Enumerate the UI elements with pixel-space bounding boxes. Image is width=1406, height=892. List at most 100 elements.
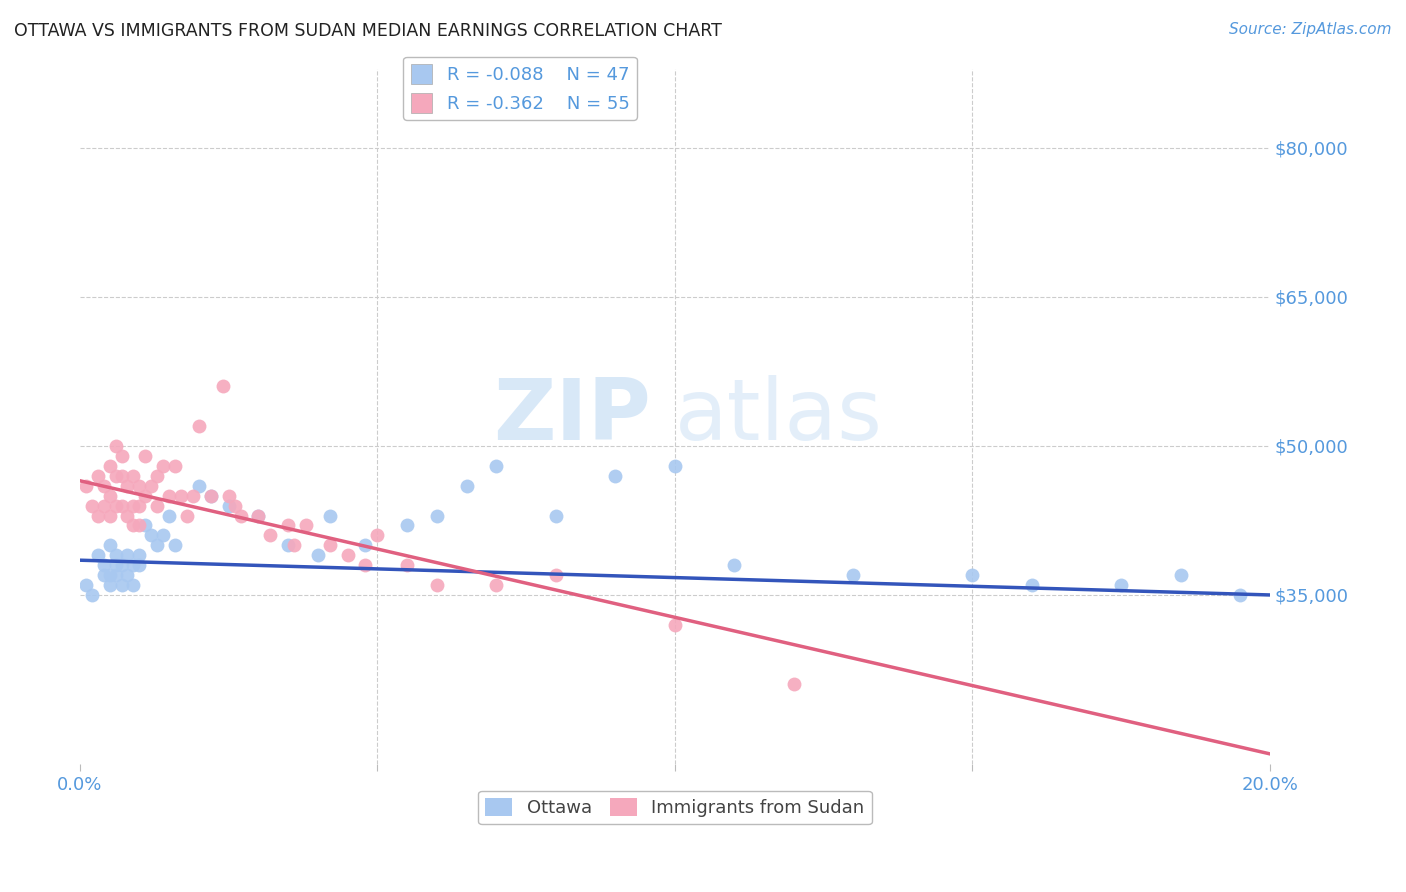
Point	[80, 588, 103, 602]
Point	[165, 538, 187, 552]
Point	[80, 499, 103, 513]
Point	[152, 528, 174, 542]
Text: ZIP: ZIP	[494, 375, 651, 458]
Point	[75, 479, 97, 493]
Point	[366, 528, 388, 542]
Point	[104, 468, 127, 483]
Point	[98, 489, 121, 503]
Point	[98, 538, 121, 552]
Point	[283, 538, 305, 552]
Point	[87, 468, 110, 483]
Point	[456, 479, 478, 493]
Point	[110, 578, 132, 592]
Point	[141, 528, 163, 542]
Point	[165, 458, 187, 473]
Point	[128, 499, 150, 513]
Point	[544, 568, 567, 582]
Point	[157, 489, 180, 503]
Point	[176, 508, 198, 523]
Point	[842, 568, 865, 582]
Text: Source: ZipAtlas.com: Source: ZipAtlas.com	[1229, 22, 1392, 37]
Point	[605, 468, 627, 483]
Point	[128, 479, 150, 493]
Point	[98, 578, 121, 592]
Point	[146, 468, 169, 483]
Text: OTTAWA VS IMMIGRANTS FROM SUDAN MEDIAN EARNINGS CORRELATION CHART: OTTAWA VS IMMIGRANTS FROM SUDAN MEDIAN E…	[14, 22, 721, 40]
Point	[544, 508, 567, 523]
Point	[211, 379, 233, 393]
Point	[146, 499, 169, 513]
Point	[122, 499, 145, 513]
Point	[146, 538, 169, 552]
Point	[354, 538, 377, 552]
Point	[104, 439, 127, 453]
Point	[229, 508, 252, 523]
Point	[134, 449, 156, 463]
Point	[93, 499, 115, 513]
Point	[128, 518, 150, 533]
Point	[396, 558, 419, 573]
Point	[295, 518, 318, 533]
Point	[110, 449, 132, 463]
Point	[104, 558, 127, 573]
Point	[187, 479, 209, 493]
Point	[134, 518, 156, 533]
Point	[141, 479, 163, 493]
Point	[75, 578, 97, 592]
Point	[122, 578, 145, 592]
Point	[247, 508, 270, 523]
Point	[104, 499, 127, 513]
Point	[98, 508, 121, 523]
Point	[170, 489, 193, 503]
Point	[93, 479, 115, 493]
Point	[117, 508, 139, 523]
Legend: Ottawa, Immigrants from Sudan: Ottawa, Immigrants from Sudan	[478, 790, 872, 824]
Point	[134, 489, 156, 503]
Point	[87, 548, 110, 562]
Point	[200, 489, 222, 503]
Point	[218, 489, 240, 503]
Text: atlas: atlas	[675, 375, 883, 458]
Point	[117, 568, 139, 582]
Point	[87, 508, 110, 523]
Point	[110, 499, 132, 513]
Point	[319, 508, 342, 523]
Point	[93, 558, 115, 573]
Point	[157, 508, 180, 523]
Point	[152, 458, 174, 473]
Point	[307, 548, 329, 562]
Point	[723, 558, 745, 573]
Point	[128, 548, 150, 562]
Point	[98, 458, 121, 473]
Point	[664, 617, 686, 632]
Point	[110, 468, 132, 483]
Point	[1229, 588, 1251, 602]
Point	[224, 499, 246, 513]
Point	[117, 479, 139, 493]
Point	[104, 568, 127, 582]
Point	[104, 548, 127, 562]
Point	[277, 538, 299, 552]
Point	[783, 677, 806, 691]
Point	[336, 548, 359, 562]
Point	[354, 558, 377, 573]
Point	[962, 568, 984, 582]
Point	[1109, 578, 1132, 592]
Point	[319, 538, 342, 552]
Point	[93, 568, 115, 582]
Point	[110, 558, 132, 573]
Point	[396, 518, 419, 533]
Point	[218, 499, 240, 513]
Point	[187, 419, 209, 434]
Point	[259, 528, 281, 542]
Point	[485, 578, 508, 592]
Point	[122, 558, 145, 573]
Point	[128, 558, 150, 573]
Point	[426, 578, 449, 592]
Point	[122, 468, 145, 483]
Point	[277, 518, 299, 533]
Point	[200, 489, 222, 503]
Point	[664, 458, 686, 473]
Point	[122, 518, 145, 533]
Point	[98, 568, 121, 582]
